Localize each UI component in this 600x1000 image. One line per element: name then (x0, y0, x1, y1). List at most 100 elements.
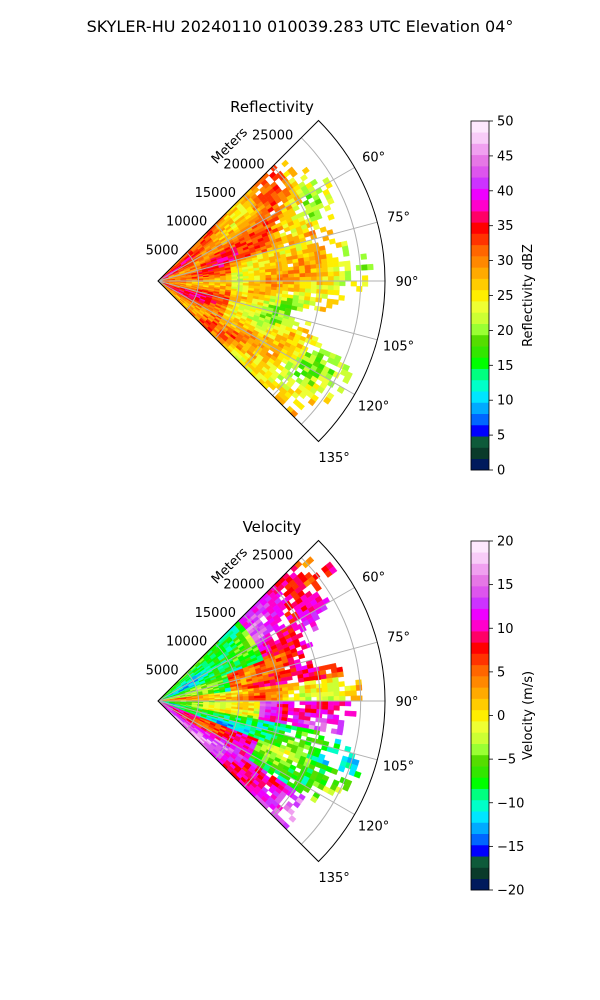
radar-cell (356, 285, 363, 292)
velocity-azimuth-ticks: 60° 75° 90° 105° 120° 135° (318, 571, 418, 887)
radar-cell (237, 276, 244, 280)
radar-cell (299, 273, 306, 278)
radar-cell (282, 707, 289, 712)
colorbar-segment (471, 563, 489, 576)
radar-cell (299, 276, 306, 282)
radar-cell (361, 264, 368, 271)
radar-cell (293, 273, 301, 278)
radar-cell (361, 280, 369, 287)
radar-cell (248, 283, 255, 287)
colorbar-segment (471, 833, 489, 846)
radar-cell (322, 271, 329, 277)
radar-cell (355, 684, 363, 691)
radar-cell (298, 653, 306, 660)
azimuth-tick-label: 60° (362, 151, 385, 166)
radar-cell (293, 707, 300, 713)
radar-cell (305, 556, 315, 565)
velocity-panel: Velocity 5000 10000 15000 20000 25000 60° 75°… (146, 518, 536, 899)
radar-cell (327, 280, 335, 286)
radar-cell (315, 341, 323, 349)
reflectivity-title: Reflectivity (230, 98, 314, 116)
reflectivity-sector (157, 159, 374, 418)
radar-cell (305, 280, 312, 286)
radar-cell (268, 383, 277, 391)
colorbar-segment (471, 844, 489, 857)
colorbar-segment (471, 811, 489, 823)
radar-cell (333, 695, 340, 702)
radar-cell (282, 704, 289, 709)
radial-tick-label: 25000 (252, 549, 293, 564)
colorbar-segment (471, 653, 489, 666)
radar-cell (305, 696, 312, 702)
radar-cell (355, 679, 362, 686)
reflectivity-azimuth-ticks: 60° 75° 90° 105° 120° 135° (318, 151, 418, 467)
radar-cell (265, 283, 272, 288)
colorbar-segment (471, 154, 489, 167)
colorbar-tick-label: −5 (497, 753, 516, 768)
radar-cell (333, 691, 340, 697)
azimuth-tick-label: 60° (362, 571, 385, 586)
colorbar-segment (471, 608, 489, 621)
velocity-title: Velocity (243, 518, 302, 536)
radar-cell (331, 672, 339, 679)
radar-cell (282, 280, 289, 285)
colorbar-tick-label: 0 (497, 709, 505, 724)
colorbar-segment (471, 357, 489, 369)
colorbar-segment (471, 709, 489, 722)
radar-cell (310, 284, 318, 290)
radar-cell (299, 700, 306, 706)
radar-cell (344, 265, 351, 272)
colorbar-tick-label: 10 (497, 394, 514, 409)
colorbar-segment (471, 346, 489, 358)
radial-tick-label: 20000 (223, 577, 264, 592)
radar-cell (344, 270, 352, 277)
colorbar-segment (471, 334, 489, 347)
radar-cell (337, 719, 345, 726)
colorbar-tick-label: −15 (497, 840, 524, 855)
colorbar-segment (471, 664, 489, 677)
radar-cell (310, 708, 317, 714)
radar-cell (294, 697, 301, 702)
radar-cell (282, 270, 289, 275)
colorbar-segment (471, 799, 489, 812)
colorbar-segment (471, 867, 489, 880)
colorbar-segment (471, 323, 489, 336)
radar-cell (270, 271, 278, 276)
radar-cell (271, 283, 278, 288)
radar-cell (301, 166, 310, 175)
radar-cell (281, 687, 289, 692)
radar-cell (248, 273, 255, 277)
colorbar-segment (471, 619, 489, 632)
radar-cell (320, 678, 328, 685)
colorbar-segment (471, 642, 489, 654)
radar-cell (355, 264, 363, 271)
colorbar-segment (471, 301, 489, 313)
colorbar-segment (471, 856, 489, 868)
colorbar-segment (471, 289, 489, 302)
colorbar-segment (471, 552, 489, 564)
radar-cell (281, 159, 289, 168)
colorbar-segment (471, 754, 489, 767)
colorbar-tick-label: 40 (497, 184, 514, 199)
colorbar-segment (471, 368, 489, 381)
radar-cell (293, 685, 300, 691)
azimuth-tick-label: 90° (395, 695, 418, 710)
radar-cell (274, 617, 282, 624)
radar-cell (304, 688, 312, 694)
radar-cell (338, 261, 345, 268)
radar-cell (327, 262, 334, 268)
radial-tick-label: 5000 (146, 243, 179, 258)
colorbar-segment (471, 143, 489, 156)
radar-cell (299, 693, 306, 698)
radar-cell (265, 274, 272, 279)
radar-cell (299, 269, 306, 274)
colorbar-segment (471, 267, 489, 279)
radar-cell (286, 717, 294, 723)
radar-cell (287, 710, 295, 716)
colorbar-segment (471, 424, 489, 437)
radar-cell (321, 289, 329, 295)
colorbar-tick-label: 35 (497, 219, 514, 234)
radar-cell (350, 710, 357, 717)
radar-cell (322, 285, 329, 291)
radial-tick-label: 15000 (195, 186, 236, 201)
